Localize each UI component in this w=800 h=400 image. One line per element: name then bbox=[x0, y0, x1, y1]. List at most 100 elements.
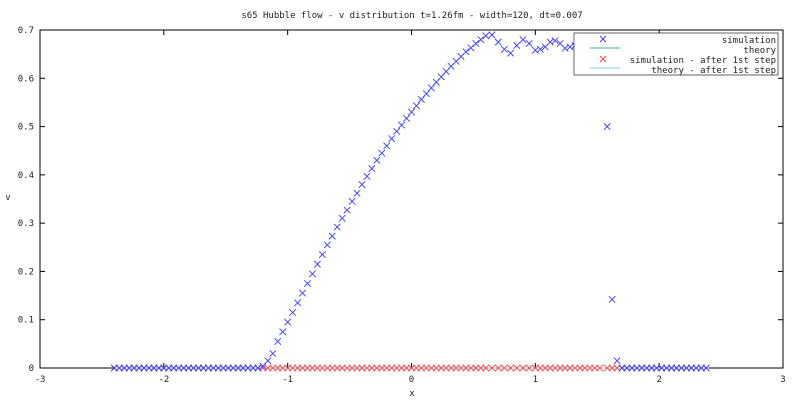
data-point bbox=[677, 364, 685, 372]
data-point bbox=[353, 189, 361, 197]
legend: simulation theory simulation - after 1st… bbox=[573, 32, 779, 76]
data-point bbox=[407, 108, 416, 116]
data-point bbox=[303, 279, 311, 288]
data-point bbox=[447, 364, 455, 372]
data-point bbox=[519, 36, 527, 44]
data-point bbox=[398, 121, 406, 129]
data-point bbox=[185, 364, 193, 372]
data-point bbox=[388, 364, 396, 372]
data-point bbox=[328, 232, 336, 240]
data-point bbox=[363, 172, 371, 180]
data-point bbox=[289, 364, 297, 372]
data-point bbox=[348, 364, 356, 372]
y-tick-label: 0.5 bbox=[18, 123, 34, 133]
data-point bbox=[333, 223, 341, 231]
data-point bbox=[175, 364, 183, 372]
x-tick-label: -2 bbox=[158, 375, 169, 385]
data-point bbox=[333, 364, 341, 372]
data-point bbox=[403, 114, 411, 122]
data-point bbox=[462, 48, 470, 56]
data-point bbox=[239, 364, 247, 372]
data-point bbox=[513, 364, 521, 372]
data-point bbox=[507, 364, 515, 372]
y-axis-ticks: 0 0.1 0.2 0.3 0.4 0.5 0.6 0.7 bbox=[18, 26, 783, 374]
data-point bbox=[477, 364, 485, 372]
data-point bbox=[472, 364, 480, 372]
data-point bbox=[488, 364, 496, 372]
data-point bbox=[209, 364, 217, 372]
data-point bbox=[608, 364, 616, 372]
data-point bbox=[120, 364, 128, 372]
data-point bbox=[170, 364, 178, 372]
data-point bbox=[224, 364, 232, 372]
legend-label-simulation: simulation bbox=[722, 36, 776, 46]
data-point bbox=[234, 364, 242, 372]
data-point bbox=[608, 295, 616, 303]
x-axis-ticks: -3 -2 -1 0 1 2 3 bbox=[35, 30, 786, 385]
plot-frame bbox=[39, 29, 784, 369]
data-point bbox=[125, 364, 133, 372]
data-point bbox=[269, 349, 277, 358]
data-point bbox=[373, 156, 381, 164]
data-point bbox=[482, 32, 490, 40]
data-point bbox=[603, 364, 611, 372]
data-point bbox=[541, 364, 549, 372]
data-point bbox=[358, 180, 366, 189]
data-point bbox=[338, 364, 346, 372]
data-point bbox=[259, 364, 267, 372]
data-point bbox=[378, 149, 386, 157]
data-point bbox=[417, 364, 425, 372]
y-tick-label: 0.3 bbox=[18, 219, 34, 229]
data-point bbox=[313, 364, 321, 372]
legend-label-theory-after-1st-step: theory - after 1st step bbox=[651, 66, 776, 76]
data-point bbox=[284, 364, 292, 372]
data-point bbox=[494, 364, 502, 372]
data-point bbox=[358, 364, 366, 372]
y-axis-label: v bbox=[5, 193, 10, 203]
data-point bbox=[274, 364, 282, 372]
x-tick-label: 3 bbox=[780, 375, 785, 385]
data-point bbox=[308, 364, 316, 372]
data-point bbox=[289, 308, 297, 316]
data-point bbox=[427, 364, 435, 372]
data-point bbox=[150, 364, 158, 372]
data-point bbox=[536, 364, 544, 372]
data-point bbox=[697, 364, 705, 372]
data-point bbox=[702, 364, 710, 372]
data-point bbox=[422, 90, 430, 98]
data-point bbox=[299, 364, 307, 372]
data-point bbox=[442, 364, 450, 372]
x-tick-label: -1 bbox=[282, 375, 293, 385]
data-point bbox=[663, 364, 671, 372]
data-point bbox=[274, 337, 282, 345]
y-tick-label: 0.2 bbox=[18, 267, 34, 277]
data-point bbox=[279, 364, 287, 372]
data-point bbox=[556, 364, 564, 372]
data-point bbox=[204, 364, 212, 372]
data-point bbox=[135, 364, 143, 372]
data-point bbox=[581, 364, 589, 372]
data-point bbox=[525, 364, 533, 372]
data-point bbox=[398, 364, 406, 372]
data-point bbox=[155, 364, 163, 372]
data-point bbox=[318, 251, 326, 259]
data-point bbox=[378, 364, 386, 372]
y-tick-label: 0.6 bbox=[18, 74, 34, 84]
data-point bbox=[494, 38, 502, 46]
data-point bbox=[115, 364, 123, 372]
data-point bbox=[412, 102, 420, 110]
data-point bbox=[672, 364, 681, 372]
data-point bbox=[219, 364, 227, 372]
data-point bbox=[551, 364, 559, 372]
data-point bbox=[658, 364, 666, 372]
legend-swatch-simulation-after-1st-step bbox=[599, 55, 607, 63]
data-point bbox=[244, 364, 252, 372]
data-point bbox=[566, 364, 574, 372]
series-layer bbox=[110, 31, 710, 372]
data-point bbox=[388, 135, 396, 143]
data-point bbox=[653, 364, 661, 372]
data-point bbox=[531, 364, 539, 372]
legend-label-theory: theory bbox=[743, 46, 776, 56]
data-point bbox=[393, 127, 401, 135]
